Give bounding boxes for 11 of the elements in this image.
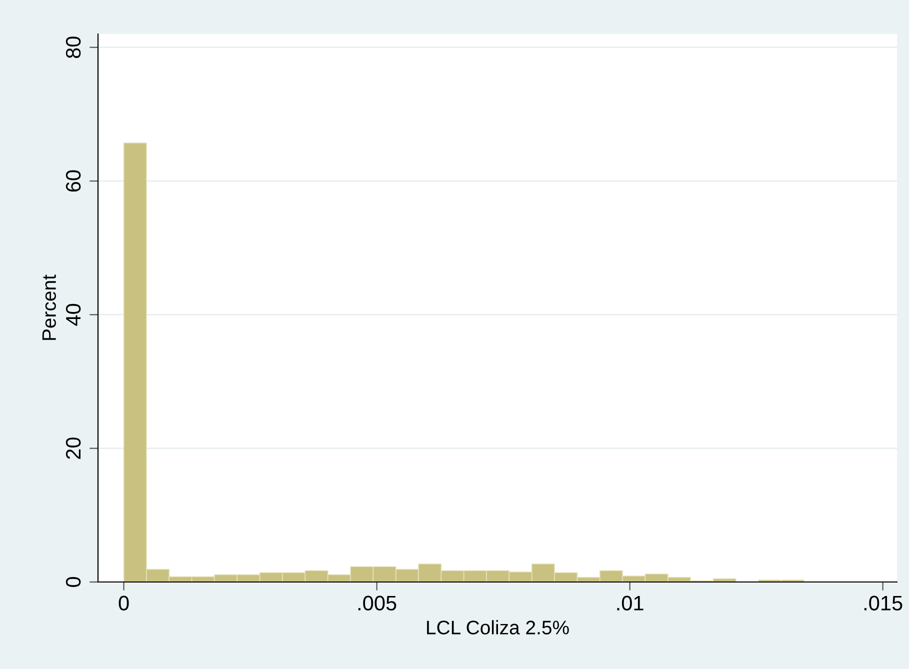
y-tick-label: 40 (66, 304, 81, 326)
y-tick-label: 60 (66, 170, 81, 192)
y-axis-title: Percent (42, 274, 56, 340)
y-tick-label: 80 (66, 36, 81, 58)
y-tick-label: 20 (66, 438, 81, 459)
x-axis-title: LCL Coliza 2.5% (427, 620, 569, 634)
x-tick-label: .015 (864, 596, 902, 610)
x-tick-label: 0 (118, 596, 129, 610)
x-tick-label: .01 (617, 596, 644, 610)
y-tick-label: 0 (66, 577, 81, 587)
x-tick-label: .005 (358, 596, 396, 610)
